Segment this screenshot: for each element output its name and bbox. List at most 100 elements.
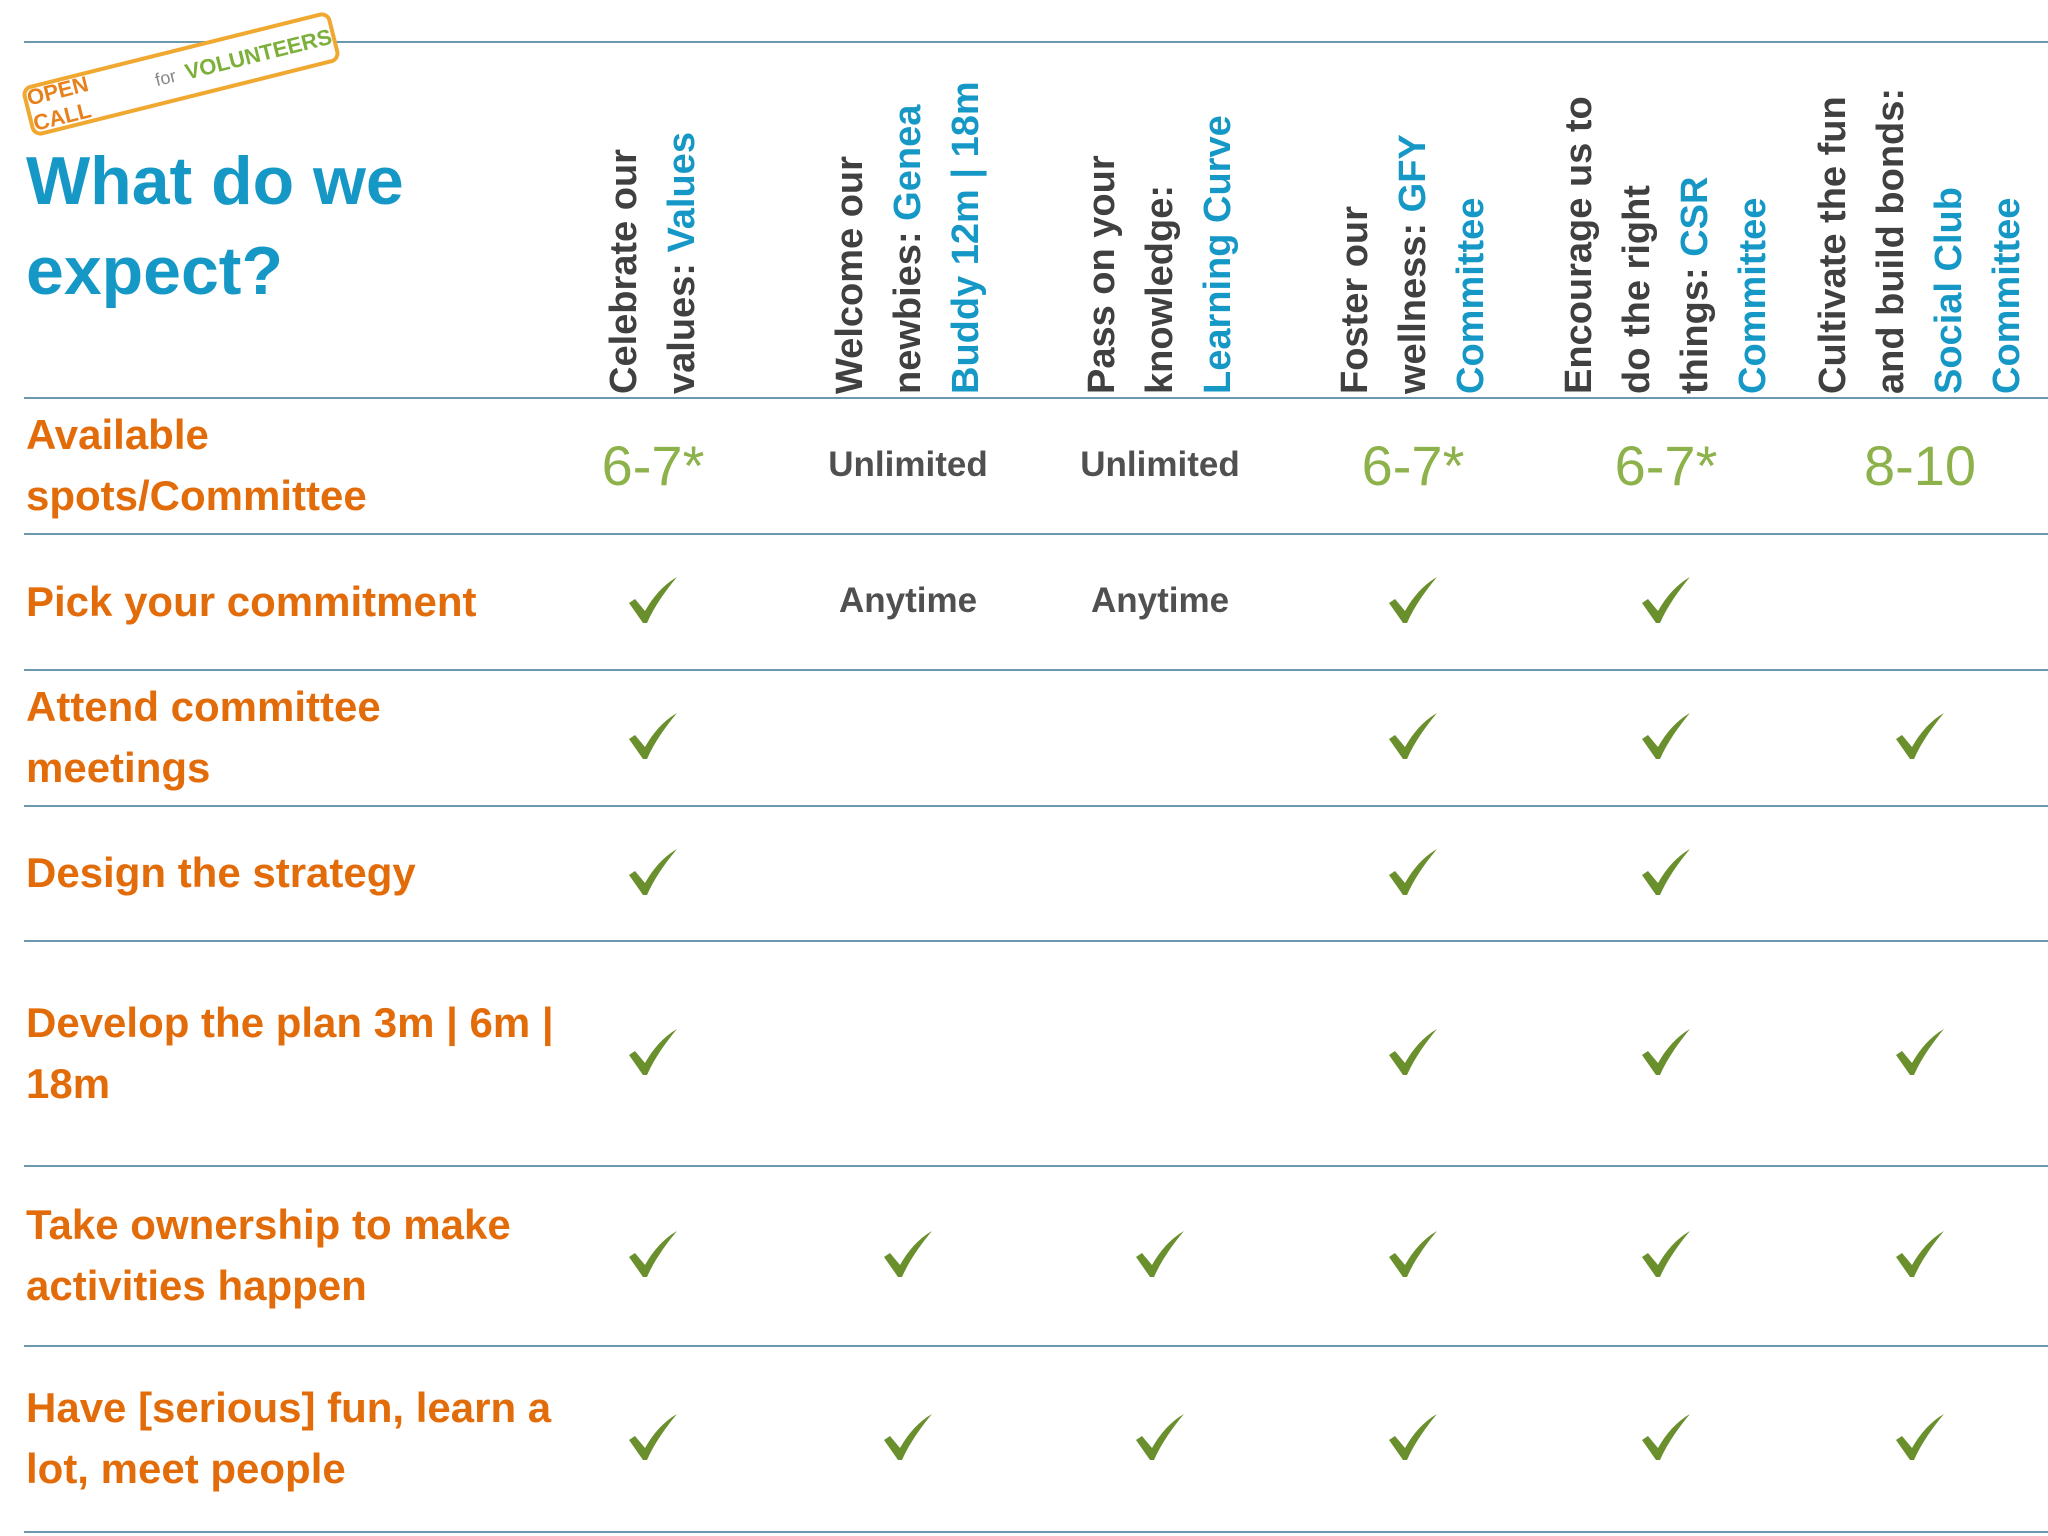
cell bbox=[528, 1345, 778, 1531]
checkmark bbox=[1389, 1028, 1437, 1075]
checkmark bbox=[629, 577, 677, 623]
checkmark bbox=[629, 1414, 677, 1460]
checkmark bbox=[1389, 1231, 1437, 1277]
rule bbox=[24, 41, 2048, 43]
checkmark bbox=[1136, 1231, 1184, 1277]
column-header-text: Encourage us to do the right things: CSR… bbox=[1550, 64, 1782, 394]
checkmark bbox=[1389, 1414, 1437, 1460]
cell bbox=[1541, 669, 1791, 805]
checkmark bbox=[1896, 713, 1944, 759]
cell bbox=[1795, 940, 2045, 1165]
column-lead: Foster our wellness: bbox=[1334, 206, 1434, 394]
cell bbox=[1288, 1345, 1538, 1531]
checkmark-shape bbox=[629, 577, 677, 623]
checkmark-shape bbox=[629, 1414, 677, 1460]
column-header-text: Welcome our newbies: Genea Buddy 12m | 1… bbox=[821, 64, 995, 394]
cell-text: 6-7* bbox=[601, 433, 705, 497]
rule bbox=[24, 1165, 2048, 1167]
row-label: Available spots/Committee bbox=[26, 411, 367, 519]
cell bbox=[783, 1345, 1033, 1531]
checkmark-shape bbox=[1896, 1231, 1944, 1277]
cell bbox=[528, 940, 778, 1165]
row-label: Have [serious] fun, learn a lot, meet pe… bbox=[26, 1384, 552, 1492]
cell bbox=[1795, 669, 2045, 805]
checkmark-shape bbox=[1896, 1414, 1944, 1460]
checkmark-shape bbox=[1642, 1028, 1690, 1075]
column-header-text: Cultivate the fun and build bonds: Socia… bbox=[1804, 64, 2036, 394]
cell bbox=[1288, 669, 1538, 805]
cell-text: 6-7* bbox=[1361, 433, 1465, 497]
checkmark bbox=[1896, 1028, 1944, 1075]
cell: Unlimited bbox=[783, 397, 1033, 533]
checkmark bbox=[1389, 577, 1437, 623]
checkmark-shape bbox=[629, 848, 677, 895]
cell: 6-7* bbox=[1288, 397, 1538, 533]
cell-text: Anytime bbox=[1090, 581, 1230, 620]
cell bbox=[1288, 805, 1538, 940]
rule bbox=[24, 940, 2048, 942]
cell-text: Unlimited bbox=[828, 445, 988, 484]
checkmark bbox=[1136, 1414, 1184, 1460]
cell bbox=[1541, 1345, 1791, 1531]
cell bbox=[528, 805, 778, 940]
title: What do we expect? bbox=[26, 143, 404, 309]
column-name: Values bbox=[661, 132, 703, 253]
checkmark-shape bbox=[1389, 848, 1437, 895]
column-header: Foster our wellness: GFY Committee bbox=[1288, 62, 1538, 394]
column-header-text: Pass on your knowledge: Learning Curve bbox=[1073, 64, 1247, 394]
rule bbox=[24, 1531, 2048, 1533]
cell: 8-10 bbox=[1795, 397, 2045, 533]
row-label: Take ownership to make activities happen bbox=[26, 1201, 511, 1309]
checkmark-shape bbox=[629, 713, 677, 759]
column-name: Social Club Committee bbox=[1928, 187, 2028, 394]
column-header: Welcome our newbies: Genea Buddy 12m | 1… bbox=[783, 62, 1033, 394]
cell: Unlimited bbox=[1035, 397, 1285, 533]
checkmark bbox=[629, 1028, 677, 1075]
checkmark bbox=[629, 713, 677, 759]
cell bbox=[1288, 533, 1538, 669]
column-header: Cultivate the fun and build bonds: Socia… bbox=[1795, 62, 2045, 394]
cell-text: 8-10 bbox=[1863, 433, 1977, 497]
checkmark bbox=[1642, 577, 1690, 623]
cell bbox=[1795, 1165, 2045, 1345]
checkmark bbox=[884, 1231, 932, 1277]
cell bbox=[1541, 805, 1791, 940]
cell bbox=[1541, 533, 1791, 669]
checkmark-shape bbox=[1389, 1028, 1437, 1075]
column-lead: Pass on your knowledge: bbox=[1081, 155, 1181, 394]
column-header: Pass on your knowledge: Learning Curve bbox=[1035, 62, 1285, 394]
badge-for: for bbox=[152, 65, 179, 90]
cell bbox=[1541, 940, 1791, 1165]
checkmark bbox=[629, 848, 677, 895]
checkmark-shape bbox=[629, 1231, 677, 1277]
rule bbox=[24, 397, 2048, 399]
checkmark-shape bbox=[1896, 1028, 1944, 1075]
checkmark-shape bbox=[1389, 1414, 1437, 1460]
column-name: Learning Curve bbox=[1197, 115, 1239, 394]
cell bbox=[528, 1165, 778, 1345]
checkmark bbox=[1642, 713, 1690, 759]
checkmark bbox=[1389, 848, 1437, 895]
cell bbox=[1035, 1345, 1285, 1531]
column-header-text: Foster our wellness: GFY Committee bbox=[1326, 64, 1500, 394]
checkmark bbox=[629, 1231, 677, 1277]
rule bbox=[24, 533, 2048, 535]
cell bbox=[1795, 1345, 2045, 1531]
checkmark bbox=[1642, 1028, 1690, 1075]
cell: 6-7* bbox=[1541, 397, 1791, 533]
checkmark bbox=[884, 1414, 932, 1460]
checkmark-shape bbox=[1896, 713, 1944, 759]
checkmark bbox=[1896, 1231, 1944, 1277]
checkmark-shape bbox=[1136, 1231, 1184, 1277]
row-label: Pick your commitment bbox=[26, 577, 477, 625]
rule bbox=[24, 1345, 2048, 1347]
cell bbox=[1288, 1165, 1538, 1345]
checkmark-shape bbox=[1642, 848, 1690, 895]
cell bbox=[1035, 1165, 1285, 1345]
checkmark bbox=[1896, 1414, 1944, 1460]
cell bbox=[1288, 940, 1538, 1165]
checkmark-shape bbox=[1642, 1231, 1690, 1277]
checkmark-shape bbox=[884, 1231, 932, 1277]
cell bbox=[528, 533, 778, 669]
